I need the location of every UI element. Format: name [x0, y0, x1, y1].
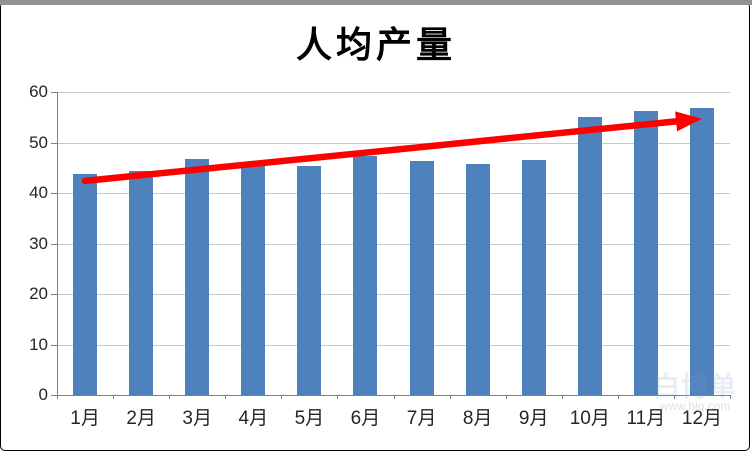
y-tick-mark: [51, 193, 57, 194]
x-tick-mark: [169, 395, 171, 399]
x-tick-mark: [113, 395, 115, 399]
y-tick-label: 30: [29, 233, 48, 253]
x-tick-mark: [617, 395, 619, 399]
x-category-label: 4月: [238, 408, 269, 429]
y-gridline: [58, 243, 730, 245]
x-category-label: 5月: [294, 408, 325, 429]
y-tick-label: 0: [38, 385, 48, 404]
y-tick-label: 50: [29, 132, 48, 152]
bar: [353, 155, 378, 395]
x-category-label: 10月: [569, 408, 610, 429]
x-tick-mark: [57, 395, 58, 399]
x-tick-mark: [393, 395, 395, 399]
x-category-label: 3月: [182, 408, 212, 429]
x-category-label: 12月: [681, 408, 723, 429]
x-tick-mark: [505, 395, 507, 399]
bar: [633, 110, 658, 395]
y-tick-label: 10: [29, 334, 48, 354]
y-tick-mark: [51, 243, 57, 245]
x-tick-mark: [561, 395, 563, 399]
y-tick-mark: [51, 294, 57, 295]
bar: [129, 170, 154, 395]
y-tick-mark: [51, 395, 57, 396]
x-category-label: 7月: [406, 408, 437, 429]
x-tick-mark: [225, 395, 227, 399]
y-gridline: [58, 92, 730, 93]
window-top-strip: [0, 0, 752, 5]
bar: [297, 166, 322, 395]
x-category-label: 9月: [518, 408, 549, 429]
chart-title: 人均产量: [295, 24, 456, 66]
x-category-label: 8月: [462, 408, 493, 429]
y-tick-label: 20: [29, 284, 48, 303]
bar: [465, 163, 490, 395]
x-category-label: 11月: [626, 408, 666, 429]
y-tick-label: 60: [29, 82, 48, 101]
y-gridline: [58, 142, 730, 144]
bar: [241, 163, 266, 395]
y-gridline: [58, 294, 730, 295]
x-tick-mark: [730, 395, 731, 399]
y-axis-line: [57, 92, 58, 395]
x-tick-mark: [673, 395, 675, 399]
bar: [185, 159, 210, 395]
bar: [73, 173, 98, 395]
x-tick-mark: [449, 395, 451, 399]
y-tick-mark: [51, 344, 57, 346]
x-category-label: 6月: [350, 408, 381, 429]
x-tick-mark: [337, 395, 339, 399]
y-gridline: [58, 193, 730, 194]
bar: [409, 161, 434, 395]
y-tick-label: 40: [29, 183, 48, 202]
bar: [577, 116, 602, 395]
y-gridline: [58, 344, 730, 346]
x-tick-mark: [281, 395, 283, 399]
bar: [689, 108, 714, 395]
x-category-label: 1月: [70, 408, 100, 429]
x-category-label: 2月: [126, 408, 156, 429]
y-tick-mark: [51, 142, 57, 144]
bar: [521, 159, 546, 395]
y-tick-mark: [51, 92, 57, 93]
